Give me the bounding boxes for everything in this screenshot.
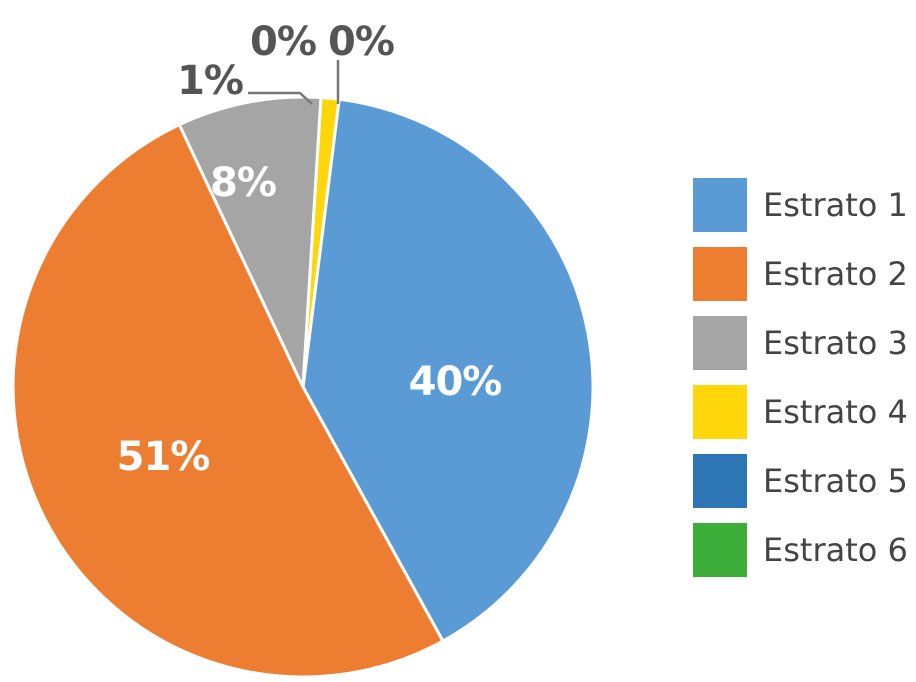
legend-label-estrato-5: Estrato 5 <box>763 462 908 500</box>
legend-label-estrato-6: Estrato 6 <box>763 531 908 569</box>
legend-swatch-estrato-1 <box>693 178 747 232</box>
leader-lines <box>248 60 340 105</box>
slice-labels: 40% 51% 8% 1% 0% 0% <box>117 19 503 480</box>
legend-label-estrato-2: Estrato 2 <box>763 255 908 293</box>
legend-swatch-estrato-5 <box>693 454 747 508</box>
legend-label-estrato-1: Estrato 1 <box>763 186 908 224</box>
slice-label-estrato-4: 1% <box>177 58 243 104</box>
pie-slice-estrato-2 <box>11 122 445 679</box>
pie-slice-estrato-3 <box>177 95 323 388</box>
legend-swatch-estrato-2 <box>693 247 747 301</box>
slice-label-estrato-2: 51% <box>117 434 210 480</box>
legend-swatch-estrato-3 <box>693 316 747 370</box>
legend-swatch-estrato-4 <box>693 385 747 439</box>
slice-label-estrato-5: 0% <box>250 19 316 65</box>
pie-slices <box>11 95 595 679</box>
slice-label-estrato-6: 0% <box>328 19 394 65</box>
legend-label-estrato-4: Estrato 4 <box>763 393 908 431</box>
legend-swatch-estrato-6 <box>693 523 747 577</box>
pie-slice-estrato-1 <box>301 97 595 644</box>
slice-label-estrato-3: 8% <box>210 160 276 206</box>
slice-label-estrato-1: 40% <box>409 359 502 405</box>
leader-line-estrato-4 <box>248 91 313 105</box>
legend: Estrato 1 Estrato 2 Estrato 3 Estrato 4 Estr… <box>693 178 908 577</box>
legend-label-estrato-3: Estrato 3 <box>763 324 908 362</box>
